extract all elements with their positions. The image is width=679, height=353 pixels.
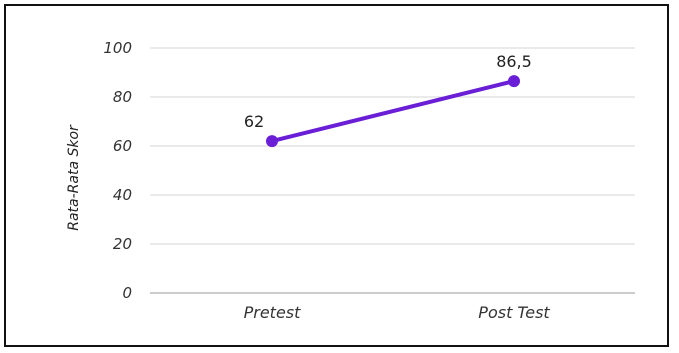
x-tick-label: Pretest xyxy=(244,303,302,322)
y-tick-label: 0 xyxy=(122,284,132,302)
y-tick-label: 100 xyxy=(103,39,132,57)
data-point xyxy=(266,135,278,148)
chart-frame xyxy=(4,4,669,347)
series-layer: 62 86,5 xyxy=(244,52,532,148)
gridlines xyxy=(150,47,635,294)
x-tick-label: Post Test xyxy=(478,303,550,322)
y-tick-label: 40 xyxy=(113,186,132,204)
series-line xyxy=(270,79,516,144)
y-tick-label: 60 xyxy=(113,137,132,155)
y-tick-label: 20 xyxy=(113,235,132,253)
data-label: 62 xyxy=(244,112,264,131)
y-tick-labels: 0 20 40 60 80 100 xyxy=(103,39,132,302)
y-tick-label: 80 xyxy=(113,88,132,106)
data-point xyxy=(508,75,520,88)
data-label: 86,5 xyxy=(496,52,532,71)
x-tick-labels: Pretest Post Test xyxy=(244,303,551,322)
y-axis-title: Rata-Rata Skor xyxy=(66,124,82,231)
